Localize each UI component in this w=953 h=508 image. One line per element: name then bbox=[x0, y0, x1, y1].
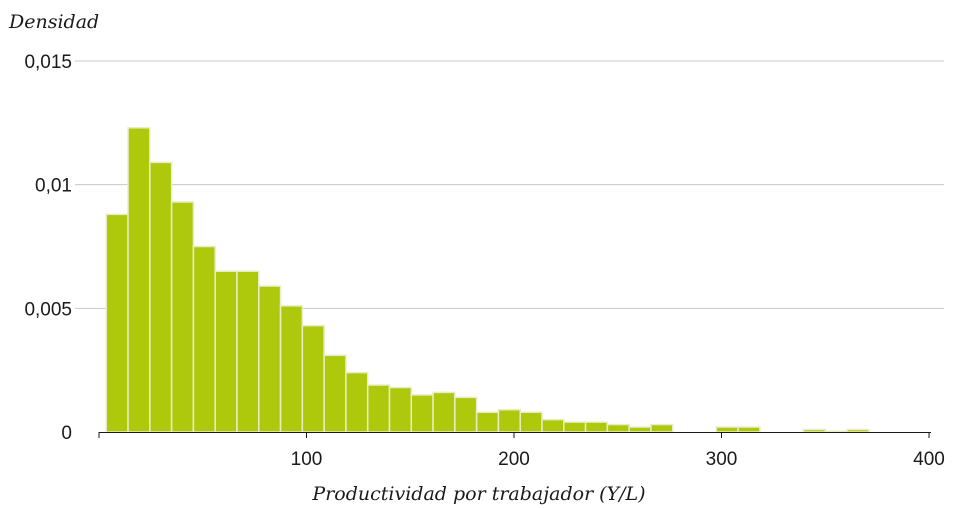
histogram-bar bbox=[541, 418, 565, 433]
histogram-bar bbox=[563, 421, 587, 433]
histogram-bar bbox=[366, 384, 391, 433]
histogram-bar bbox=[584, 421, 609, 433]
x-tick-label: 200 bbox=[498, 449, 530, 470]
histogram-bars bbox=[105, 127, 870, 433]
y-tick-label: 0,015 bbox=[24, 52, 72, 73]
histogram-bar bbox=[454, 396, 478, 433]
histogram-bar bbox=[802, 428, 827, 433]
histogram-bar bbox=[323, 354, 347, 433]
y-tick-label: 0,005 bbox=[24, 299, 72, 320]
histogram-bar bbox=[432, 391, 456, 433]
histogram-bar bbox=[628, 426, 652, 433]
histogram-bar bbox=[170, 201, 195, 433]
histogram-bar bbox=[214, 270, 238, 433]
y-tick-label: 0,01 bbox=[35, 176, 72, 197]
x-axis-ticks: 100 200 300 400 bbox=[291, 449, 945, 470]
histogram-bar bbox=[410, 394, 434, 433]
x-tick-label: 300 bbox=[706, 449, 738, 470]
x-axis-title: Productividad por trabajador (Y/L) bbox=[311, 483, 645, 505]
histogram-bar bbox=[606, 423, 630, 433]
y-tick-label: 0 bbox=[61, 423, 72, 444]
histogram-bar bbox=[650, 423, 674, 433]
histogram-bar bbox=[475, 411, 500, 433]
x-tick-label: 100 bbox=[291, 449, 323, 470]
y-axis-title: Densidad bbox=[8, 11, 99, 33]
histogram-bar bbox=[105, 213, 129, 433]
histogram-bar bbox=[345, 371, 369, 433]
histogram-bar bbox=[149, 161, 173, 433]
histogram-bar bbox=[824, 430, 848, 433]
y-axis-ticks: 0 0,005 0,01 0,015 bbox=[24, 52, 72, 444]
histogram-bar bbox=[192, 245, 216, 433]
histogram-bar bbox=[519, 411, 543, 433]
histogram-bar bbox=[715, 426, 739, 433]
x-tick-label: 400 bbox=[913, 449, 945, 470]
histogram-bar bbox=[846, 428, 870, 433]
x-axis bbox=[98, 432, 931, 438]
histogram-bar bbox=[737, 426, 761, 433]
histogram-bar bbox=[497, 408, 521, 433]
histogram-bar bbox=[236, 270, 260, 433]
histogram-bar bbox=[127, 127, 151, 433]
histogram-bar bbox=[388, 386, 413, 433]
histogram-bar bbox=[301, 324, 325, 433]
histogram-bar bbox=[258, 285, 282, 433]
histogram-bar bbox=[279, 305, 304, 433]
